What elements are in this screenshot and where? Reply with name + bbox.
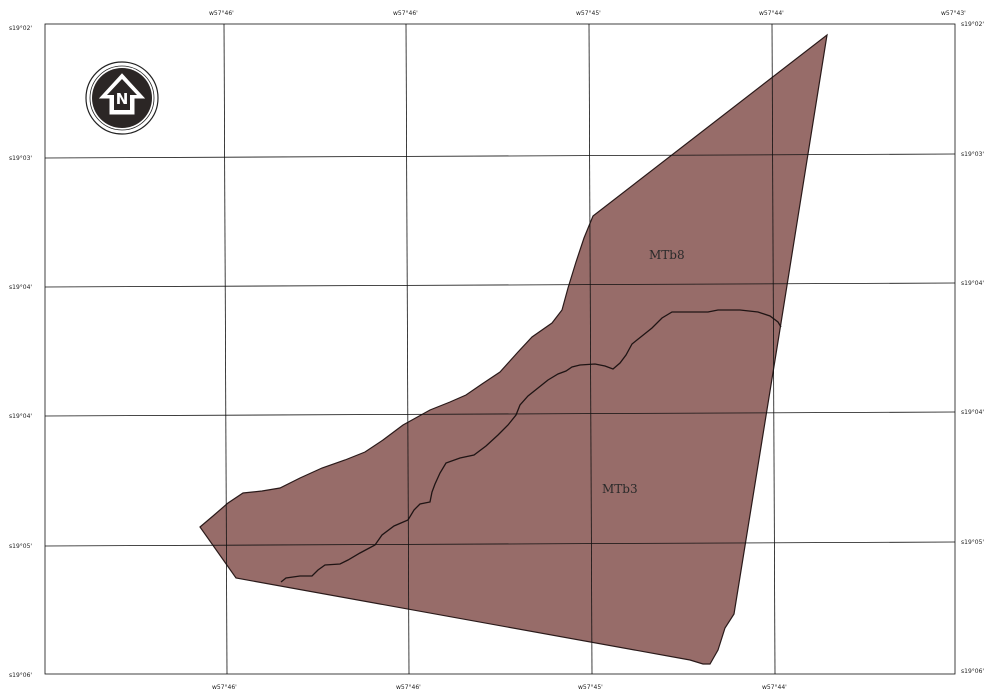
- parallel-line: [44, 411, 956, 417]
- unit-label-mtb8: MTb8: [649, 248, 685, 262]
- right-tick-labels: s19°02' s19°03' s19°04' s19°04' s19°05' …: [961, 21, 984, 675]
- tick-label: s19°06': [9, 672, 32, 679]
- meridian-line: [771, 23, 776, 675]
- tick-label: w57°46': [396, 684, 421, 691]
- tick-label: s19°06': [961, 668, 984, 675]
- tick-label: s19°02': [9, 25, 32, 32]
- tick-label: w57°46': [209, 10, 234, 17]
- meridian-line: [405, 23, 410, 675]
- map-frame: [44, 23, 956, 675]
- meridian-line: [223, 23, 228, 675]
- unit-contact-line: [280, 309, 782, 583]
- top-tick-labels: w57°46' w57°46' w57°45' w57°44' w57°43': [209, 10, 966, 17]
- tick-label: s19°02': [961, 21, 984, 28]
- tick-label: s19°04': [9, 413, 32, 420]
- meridian-line: [588, 23, 593, 675]
- tick-label: w57°43': [941, 10, 966, 17]
- parallel-line: [44, 541, 956, 547]
- graticule-lines: [44, 23, 956, 675]
- tick-label: s19°04': [9, 284, 32, 291]
- tick-label: w57°46': [212, 684, 237, 691]
- tick-label: w57°44': [759, 10, 784, 17]
- tick-label: s19°05': [9, 543, 32, 550]
- north-letter: N: [116, 90, 129, 108]
- tick-label: s19°03': [961, 151, 984, 158]
- bottom-tick-labels: w57°46' w57°46' w57°45' w57°44': [212, 684, 787, 691]
- north-arrow-icon: N: [85, 61, 159, 135]
- tick-label: s19°03': [9, 155, 32, 162]
- unit-polygon[interactable]: [199, 33, 828, 665]
- tick-label: s19°04': [961, 280, 984, 287]
- parallel-line: [44, 153, 956, 159]
- tick-label: w57°44': [762, 684, 787, 691]
- tick-label: w57°45': [576, 10, 601, 17]
- parallel-line: [44, 282, 956, 288]
- tick-label: w57°46': [393, 10, 418, 17]
- left-tick-labels: s19°02' s19°03' s19°04' s19°04' s19°05' …: [9, 25, 32, 679]
- tick-label: s19°04': [961, 409, 984, 416]
- tick-label: w57°45': [578, 684, 603, 691]
- tick-label: s19°05': [961, 539, 984, 546]
- unit-label-mtb3: MTb3: [602, 482, 638, 496]
